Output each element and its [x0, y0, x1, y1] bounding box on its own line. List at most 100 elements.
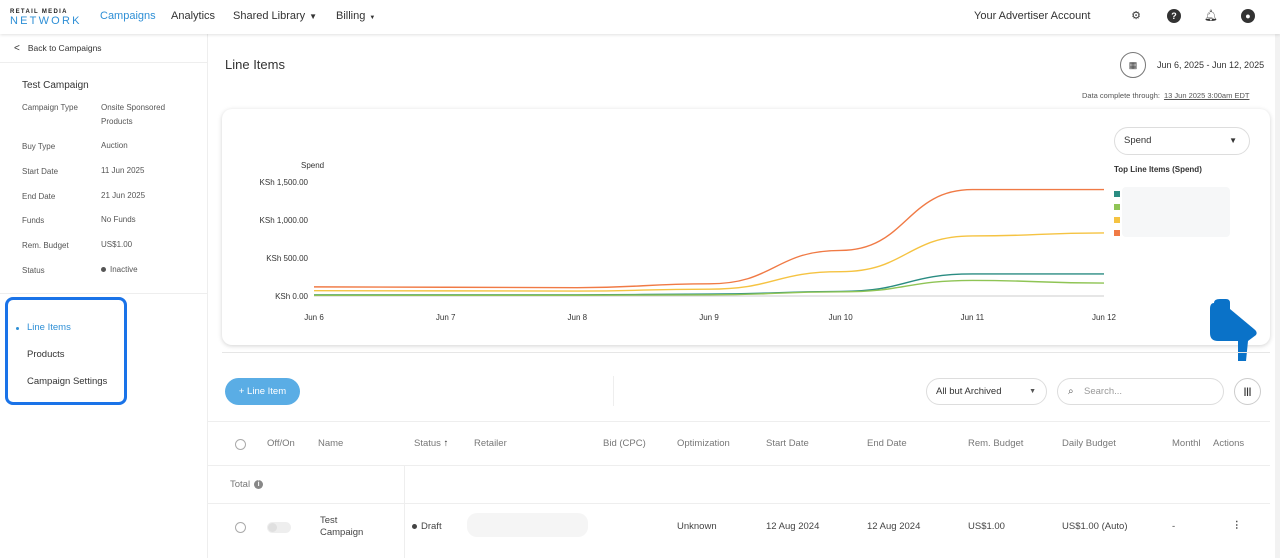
bell-icon[interactable]: 🔔︎	[1204, 10, 1218, 22]
detail-label: Rem. Budget	[22, 241, 69, 250]
data-complete-note: Data complete through: 13 Jun 2025 3:00am…	[1082, 91, 1249, 100]
chevron-down-icon: ▼	[369, 15, 376, 21]
legend-swatch	[1114, 190, 1120, 197]
nav-campaigns[interactable]: Campaigns	[100, 10, 156, 22]
detail-value: No Funds	[101, 215, 136, 224]
data-complete-link[interactable]: 13 Jun 2025 3:00am EDT	[1163, 91, 1250, 100]
account-name[interactable]: Your Advertiser Account	[974, 10, 1091, 22]
col-header-monthly[interactable]: Monthl	[1172, 438, 1201, 449]
legend-swatch	[1114, 229, 1120, 236]
col-header-retailer[interactable]: Retailer	[474, 438, 507, 449]
subnav-line-items[interactable]: Line Items	[27, 322, 71, 333]
detail-label: Campaign Type	[22, 103, 78, 112]
page-title: Line Items	[225, 57, 285, 72]
x-tick-label: Jun 10	[829, 313, 854, 322]
back-label: Back to Campaigns	[27, 43, 102, 53]
series-line-2[interactable]	[313, 232, 1105, 292]
col-header-name[interactable]: Name	[318, 438, 344, 449]
add-line-item-button[interactable]: + Line Item	[225, 378, 300, 405]
row-name-line2: Campaign	[320, 527, 364, 538]
status-text: Inactive	[110, 265, 138, 274]
scrollbar-track[interactable]	[1275, 0, 1280, 558]
active-indicator	[16, 327, 19, 330]
divider	[613, 376, 614, 406]
detail-label: Start Date	[22, 167, 59, 176]
row-start-date: 12 Aug 2024	[766, 521, 820, 532]
legend-item[interactable]	[1114, 188, 1126, 200]
legend-item[interactable]	[1114, 214, 1126, 226]
search-placeholder: Search...	[1084, 386, 1123, 397]
line-chart: Spend Jun 6 Jun 7 Jun 8 Jun 9 Jun 10 Jun 11 Ju…	[260, 161, 1117, 322]
select-all-checkbox[interactable]	[235, 439, 246, 450]
nav-billing[interactable]: Billing ▼	[336, 10, 375, 22]
row-name-link[interactable]: Test Campaign	[320, 515, 363, 539]
nav-shared-library[interactable]: Shared Library ▼	[233, 10, 317, 22]
chevron-down-icon: ▼	[1229, 136, 1237, 145]
row-daily-budget: US$1.00 (Auto)	[1062, 521, 1128, 532]
help-icon[interactable]: ?	[1167, 9, 1181, 23]
date-range[interactable]: Jun 6, 2025 - Jun 12, 2025	[1157, 60, 1265, 70]
kebab-menu-icon[interactable]: ⋮	[1232, 520, 1242, 531]
col-header-end-date[interactable]: End Date	[867, 438, 907, 449]
status-filter-select[interactable]: All but Archived ▼	[926, 378, 1047, 405]
y-tick-label: KSh 500.00	[266, 254, 308, 263]
row-monthly: -	[1172, 521, 1176, 532]
row-end-date: 12 Aug 2024	[867, 521, 921, 532]
brand-line1: RETAIL MEDIA	[10, 9, 68, 15]
col-header-rem-budget[interactable]: Rem. Budget	[968, 438, 1024, 449]
x-tick-label: Jun 7	[436, 313, 456, 322]
campaign-subnav: Line Items Products Campaign Settings	[5, 297, 127, 405]
row-status-text: Draft	[421, 521, 442, 532]
status-filter-value: All but Archived	[936, 386, 1002, 397]
detail-value: 11 Jun 2025	[101, 166, 145, 175]
metric-select[interactable]: Spend ▼	[1114, 127, 1250, 155]
info-icon[interactable]: i	[254, 479, 264, 489]
user-icon[interactable]: ●	[1241, 9, 1255, 23]
row-divider	[208, 503, 1270, 504]
divider	[0, 293, 208, 294]
nav-billing-label: Billing	[336, 10, 366, 22]
columns-icon[interactable]: |||	[1234, 378, 1261, 405]
y-tick-label: KSh 1,500.00	[260, 178, 309, 187]
row-rem-budget: US$1.00	[968, 521, 1005, 532]
y-tick-label: KSh 0.00	[275, 292, 308, 301]
x-tick-label: Jun 11	[961, 313, 985, 322]
y-axis-label: Spend	[301, 161, 324, 170]
col-header-daily-budget[interactable]: Daily Budget	[1062, 438, 1116, 449]
subnav-campaign-settings[interactable]: Campaign Settings	[27, 376, 108, 387]
detail-label: Status	[22, 266, 45, 275]
col-header-off-on[interactable]: Off/On	[267, 438, 295, 449]
chevron-left-icon: <	[14, 43, 20, 54]
back-to-campaigns-link[interactable]: < Back to Campaigns	[14, 43, 102, 54]
nav-analytics[interactable]: Analytics	[171, 10, 216, 22]
search-input[interactable]: ⌕ Search...	[1057, 378, 1224, 405]
series-line-1[interactable]	[313, 188, 1104, 289]
calendar-icon[interactable]: ▦	[1120, 52, 1146, 78]
col-header-start-date[interactable]: Start Date	[766, 438, 809, 449]
metric-select-value: Spend	[1124, 135, 1152, 146]
row-optimization: Unknown	[677, 521, 717, 532]
status-value: Inactive	[101, 263, 191, 277]
brand-logo[interactable]: RETAIL MEDIA NETWORK	[10, 9, 82, 27]
sort-arrow-icon: ↑	[443, 438, 449, 449]
row-checkbox[interactable]	[235, 522, 246, 533]
legend-item[interactable]	[1114, 201, 1126, 213]
detail-value: 21 Jun 2025	[101, 191, 146, 200]
col-header-status[interactable]: Status ↑	[414, 438, 448, 449]
legend-swatch	[1114, 203, 1120, 210]
divider	[0, 62, 208, 63]
subnav-products[interactable]: Products	[27, 349, 65, 360]
series-line-4[interactable]	[314, 279, 1105, 296]
column-divider	[404, 466, 405, 558]
nav-shared-library-label: Shared Library	[233, 10, 306, 22]
col-header-bid[interactable]: Bid (CPC)	[603, 438, 646, 449]
gear-icon[interactable]: ⚙	[1131, 10, 1141, 22]
detail-label: Buy Type	[22, 142, 56, 151]
total-label: Total	[230, 479, 251, 490]
col-header-status-label: Status	[414, 438, 441, 449]
col-header-optimization[interactable]: Optimization	[677, 438, 730, 449]
row-status: Draft	[412, 521, 442, 532]
search-icon: ⌕	[1068, 386, 1074, 397]
legend-item[interactable]	[1114, 227, 1126, 239]
row-on-off-toggle[interactable]	[267, 522, 291, 533]
